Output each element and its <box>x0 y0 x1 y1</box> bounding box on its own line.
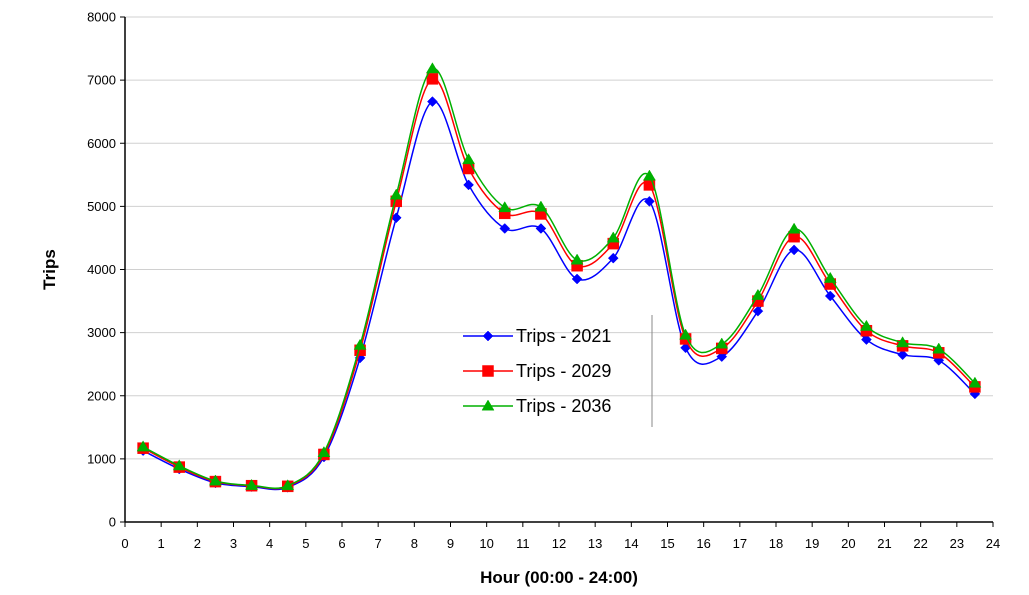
series-line <box>142 100 976 491</box>
series-line <box>142 78 976 490</box>
x-axis-title: Hour (00:00 - 24:00) <box>480 568 638 587</box>
data-point <box>498 201 512 213</box>
data-point <box>462 162 475 175</box>
legend-label: Trips - 2036 <box>516 396 611 416</box>
data-point <box>570 253 584 265</box>
data-point <box>752 305 764 317</box>
data-point <box>571 273 583 285</box>
x-tick-label: 0 <box>121 536 128 551</box>
legend-item: Trips - 2021 <box>463 326 611 346</box>
data-point <box>499 223 511 234</box>
x-tick-label: 19 <box>805 536 819 551</box>
series-group <box>136 62 982 493</box>
data-point <box>968 376 982 388</box>
data-point <box>317 446 331 458</box>
legend: Trips - 2021 Trips - 2029 Trips - 2036 <box>463 315 653 427</box>
data-point <box>715 337 729 349</box>
x-tick-label: 10 <box>479 536 493 551</box>
x-tick-label: 3 <box>230 536 237 551</box>
axes <box>120 16 994 527</box>
x-tick-labels: 0 1 2 3 4 5 6 7 8 9 10 11 12 13 14 15 16 17 18 19 20 21 22 23 24 <box>121 536 1000 551</box>
x-tick-label: 11 <box>516 536 530 551</box>
legend-label: Trips - 2029 <box>516 361 611 381</box>
x-tick-label: 2 <box>194 536 201 551</box>
y-axis-title: Trips <box>40 249 59 290</box>
series-line <box>142 68 976 489</box>
series-2 <box>137 73 981 493</box>
series-1 <box>137 96 981 493</box>
data-point <box>787 222 801 234</box>
x-tick-label: 4 <box>266 536 273 551</box>
data-point <box>897 349 908 361</box>
data-point <box>896 336 910 348</box>
data-point <box>679 328 693 340</box>
x-tick-label: 6 <box>338 536 345 551</box>
x-tick-label: 14 <box>624 536 638 551</box>
x-tick-label: 20 <box>841 536 855 551</box>
data-point <box>425 62 439 74</box>
data-point <box>606 231 620 243</box>
y-tick-label: 1000 <box>87 451 116 466</box>
data-point <box>353 338 367 350</box>
data-point <box>281 479 295 491</box>
x-tick-label: 21 <box>877 536 891 551</box>
y-tick-labels: 0 1000 2000 3000 4000 5000 6000 7000 8000 <box>87 10 116 530</box>
x-tick-label: 15 <box>660 536 674 551</box>
y-tick-label: 4000 <box>87 262 116 277</box>
data-point <box>823 271 837 283</box>
x-tick-label: 16 <box>696 536 710 551</box>
data-point <box>824 290 836 302</box>
legend-item: Trips - 2036 <box>463 396 611 416</box>
legend-marker <box>482 365 494 377</box>
data-point <box>136 440 150 452</box>
y-tick-label: 3000 <box>87 325 116 340</box>
x-tick-label: 8 <box>411 536 418 551</box>
legend-item: Trips - 2029 <box>463 361 611 381</box>
y-tick-label: 0 <box>109 515 116 530</box>
y-tick-label: 2000 <box>87 388 116 403</box>
y-tick-label: 6000 <box>87 136 116 151</box>
data-point <box>389 188 403 200</box>
x-tick-label: 5 <box>302 536 309 551</box>
data-point <box>208 474 222 486</box>
data-point <box>245 478 259 490</box>
data-point <box>932 342 946 354</box>
data-point <box>861 334 872 345</box>
x-tick-label: 24 <box>986 536 1000 551</box>
data-point <box>859 319 873 331</box>
x-tick-label: 9 <box>447 536 454 551</box>
x-tick-label: 17 <box>733 536 747 551</box>
x-tick-label: 18 <box>769 536 783 551</box>
data-point <box>642 169 656 181</box>
data-point <box>751 288 765 300</box>
data-point <box>426 73 439 85</box>
data-point <box>463 179 474 191</box>
data-point <box>462 153 476 165</box>
data-point <box>534 200 548 212</box>
gridlines <box>125 16 993 460</box>
x-tick-label: 23 <box>950 536 964 551</box>
y-tick-label: 7000 <box>87 73 116 88</box>
x-tick-label: 12 <box>552 536 566 551</box>
legend-marker <box>481 399 495 411</box>
x-tick-label: 1 <box>158 536 165 551</box>
data-point <box>788 244 800 256</box>
series-3 <box>136 62 982 491</box>
x-tick-label: 22 <box>913 536 927 551</box>
y-tick-label: 5000 <box>87 199 116 214</box>
x-tick-label: 13 <box>588 536 602 551</box>
data-point <box>172 459 186 471</box>
legend-marker <box>482 330 494 342</box>
data-point <box>607 252 619 264</box>
data-point <box>535 223 547 234</box>
x-tick-label: 7 <box>375 536 382 551</box>
data-point <box>427 96 438 107</box>
legend-label: Trips - 2021 <box>516 326 611 346</box>
data-point <box>644 195 655 207</box>
y-tick-label: 8000 <box>87 10 116 25</box>
